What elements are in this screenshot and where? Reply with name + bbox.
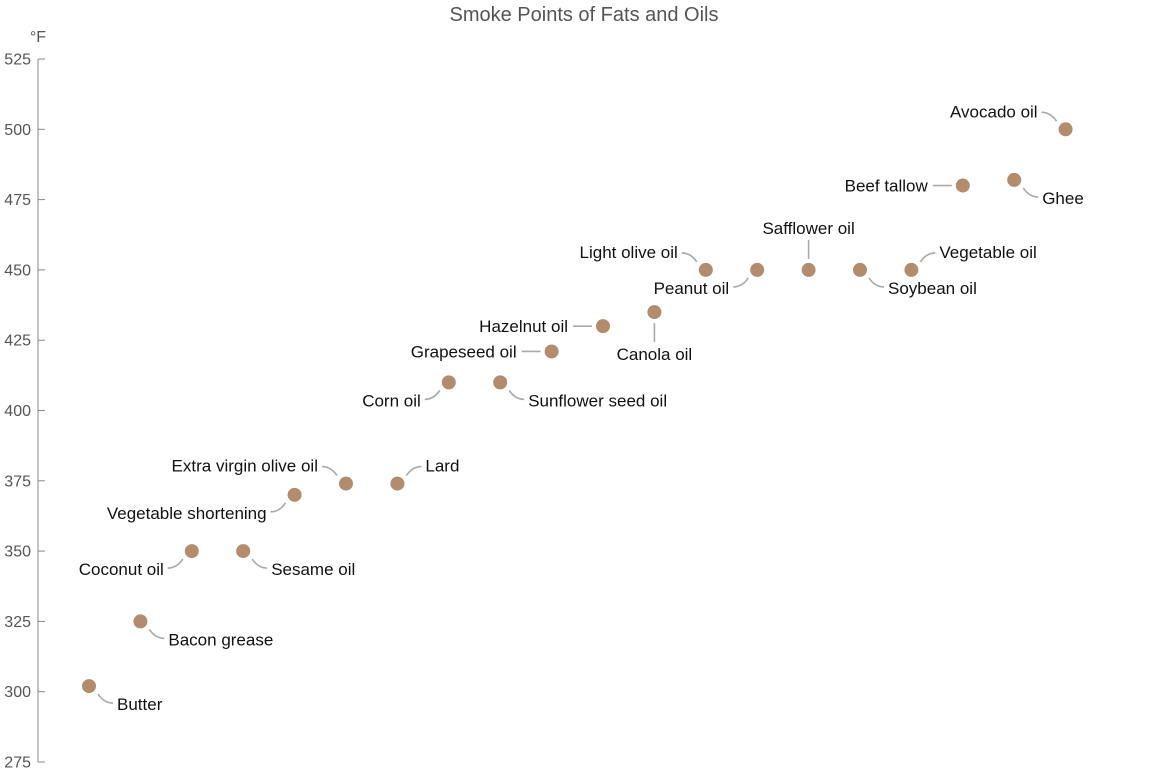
data-points bbox=[82, 122, 1073, 694]
point-label: Light olive oil bbox=[580, 243, 678, 262]
label-leader-line bbox=[868, 277, 885, 288]
data-point bbox=[184, 544, 199, 559]
label-leader-line bbox=[1041, 111, 1058, 122]
y-axis-ticks: 275 300 325 350 375 400 425 450 475 500 525 bbox=[4, 52, 45, 772]
data-point bbox=[441, 375, 456, 390]
point-label: Ghee bbox=[1042, 189, 1084, 208]
label-leader-line bbox=[1022, 187, 1039, 198]
point-label: Sunflower seed oil bbox=[528, 391, 667, 410]
data-point bbox=[853, 262, 867, 277]
point-label: Sesame oil bbox=[271, 560, 355, 579]
data-point bbox=[236, 544, 251, 559]
point-label: Lard bbox=[425, 457, 459, 476]
data-point bbox=[82, 679, 96, 694]
y-tick-label: 500 bbox=[4, 122, 31, 139]
label-leader-line bbox=[681, 252, 698, 263]
label-leader-line bbox=[919, 252, 936, 263]
y-tick-label: 325 bbox=[4, 614, 31, 631]
y-tick-label: 475 bbox=[4, 192, 31, 209]
point-label: Safflower oil bbox=[762, 219, 854, 238]
data-point bbox=[339, 476, 353, 491]
label-leader-line bbox=[148, 628, 165, 640]
point-label: Corn oil bbox=[362, 391, 421, 410]
data-point bbox=[904, 262, 919, 277]
y-tick-label: 300 bbox=[4, 684, 31, 701]
data-point bbox=[133, 614, 148, 629]
label-leader-line bbox=[251, 558, 268, 569]
data-point bbox=[647, 305, 662, 320]
label-leader-line bbox=[167, 558, 184, 569]
data-point bbox=[544, 344, 559, 359]
data-point bbox=[698, 262, 713, 277]
data-point bbox=[1007, 172, 1022, 187]
chart-title: Smoke Points of Fats and Oils bbox=[449, 4, 718, 26]
point-label: Butter bbox=[117, 695, 163, 714]
y-tick-label: 375 bbox=[4, 473, 31, 490]
data-point bbox=[287, 487, 302, 502]
point-label: Coconut oil bbox=[79, 560, 164, 579]
point-label: Grapeseed oil bbox=[411, 342, 517, 361]
y-tick-label: 275 bbox=[4, 755, 31, 772]
data-point bbox=[801, 262, 816, 277]
point-label: Beef tallow bbox=[845, 177, 929, 196]
point-label: Bacon grease bbox=[168, 630, 273, 649]
data-point bbox=[750, 262, 765, 277]
point-label: Vegetable shortening bbox=[107, 504, 267, 523]
point-label: Hazelnut oil bbox=[479, 317, 568, 336]
y-tick-label: 450 bbox=[4, 262, 31, 279]
data-point bbox=[596, 319, 610, 334]
y-tick-label: 400 bbox=[4, 403, 31, 420]
point-label: Extra virgin olive oil bbox=[172, 457, 318, 476]
label-leader-line bbox=[508, 389, 525, 401]
data-point bbox=[955, 178, 970, 193]
point-labels: Butter Bacon grease Coconut oil Sesame oil V… bbox=[79, 102, 1084, 714]
label-leader-line bbox=[424, 389, 441, 401]
y-tick-label: 425 bbox=[4, 333, 31, 350]
y-tick-label: 350 bbox=[4, 544, 31, 561]
label-leader-line bbox=[97, 693, 114, 704]
y-tick-label: 525 bbox=[4, 52, 31, 69]
point-label: Peanut oil bbox=[654, 279, 730, 298]
label-leaders bbox=[97, 111, 1058, 704]
label-leader-line bbox=[405, 465, 422, 477]
label-leader-line bbox=[321, 465, 338, 477]
data-point bbox=[493, 375, 508, 390]
point-label: Avocado oil bbox=[950, 102, 1038, 121]
y-axis-unit-label: °F bbox=[30, 29, 46, 46]
point-label: Canola oil bbox=[617, 345, 693, 364]
label-leader-line bbox=[270, 502, 287, 513]
data-point bbox=[390, 476, 405, 491]
point-label: Soybean oil bbox=[888, 279, 977, 298]
point-label: Vegetable oil bbox=[939, 243, 1036, 262]
label-leader-line bbox=[733, 277, 749, 288]
data-point bbox=[1058, 122, 1073, 137]
